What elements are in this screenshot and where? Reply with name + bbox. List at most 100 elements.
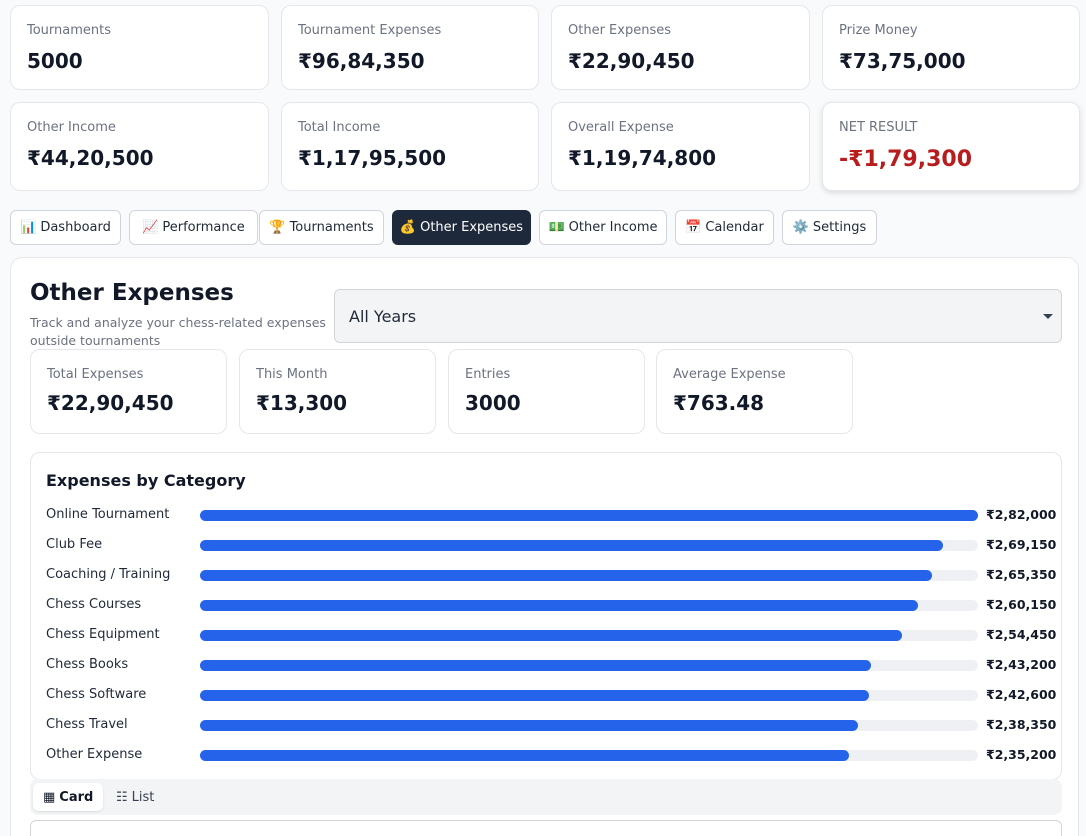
- banknote-icon: 💵: [548, 220, 565, 235]
- tournament-expenses-label: Tournament Expenses: [298, 23, 442, 38]
- prize-money-label: Prize Money: [839, 23, 918, 38]
- tab-label: Other Expenses: [420, 220, 524, 235]
- category-name: Chess Equipment: [46, 627, 160, 642]
- other-expenses-label: Other Expenses: [568, 23, 671, 38]
- category-bar: [200, 540, 943, 551]
- other-expenses-value: ₹22,90,450: [568, 49, 695, 73]
- total-expenses-label: Total Expenses: [47, 367, 144, 382]
- category-bar-track: [200, 660, 978, 671]
- total-expenses-value: ₹22,90,450: [47, 391, 174, 415]
- category-bar-track: [200, 720, 978, 731]
- category-row: Chess Books ₹2,43,200: [46, 655, 1056, 675]
- other-income-label: Other Income: [27, 120, 116, 135]
- tab-tournaments[interactable]: 🏆 Tournaments: [259, 210, 384, 245]
- category-row: Online Tournament ₹2,82,000: [46, 505, 1056, 525]
- overall-expense-label: Overall Expense: [568, 120, 674, 135]
- money-bag-icon: 💰: [399, 220, 417, 235]
- chevron-down-icon: [1043, 314, 1053, 319]
- category-name: Chess Courses: [46, 597, 142, 612]
- list-view-label: List: [131, 789, 155, 805]
- list-view-button[interactable]: ☷ List: [106, 783, 164, 811]
- average-expense-card: Average Expense ₹763.48: [656, 349, 853, 434]
- other-expenses-panel: Other Expenses Track and analyze your ch…: [10, 257, 1079, 836]
- calendar-icon: 📅: [685, 220, 702, 235]
- category-amount: ₹2,60,150: [986, 597, 1057, 612]
- entries-label: Entries: [465, 367, 511, 382]
- category-name: Chess Travel: [46, 717, 128, 732]
- category-name: Chess Software: [46, 687, 147, 702]
- category-amount: ₹2,35,200: [986, 747, 1057, 762]
- tab-label: Calendar: [705, 220, 764, 235]
- category-bar-track: [200, 510, 978, 521]
- total-income-card: Total Income ₹1,17,95,500: [281, 102, 539, 191]
- category-amount: ₹2,43,200: [986, 657, 1057, 672]
- category-bar-track: [200, 600, 978, 611]
- total-income-value: ₹1,17,95,500: [298, 146, 447, 170]
- category-bar-track: [200, 570, 978, 581]
- entries-card: Entries 3000: [448, 349, 645, 434]
- tab-calendar[interactable]: 📅 Calendar: [675, 210, 774, 245]
- tab-label: Settings: [812, 220, 867, 235]
- grid-icon: ▦: [43, 789, 56, 805]
- tab-label: Tournaments: [289, 220, 374, 235]
- category-bar-track: [200, 750, 978, 761]
- tab-label: Dashboard: [40, 220, 111, 235]
- category-row: Coaching / Training ₹2,65,350: [46, 565, 1056, 585]
- net-result-value: -₹1,79,300: [839, 147, 972, 172]
- tab-label: Other Income: [568, 220, 658, 235]
- year-filter-select[interactable]: All Years: [334, 289, 1062, 343]
- tab-other-income[interactable]: 💵 Other Income: [539, 210, 667, 245]
- category-amount: ₹2,82,000: [986, 507, 1057, 522]
- bar-chart-icon: 📊: [20, 220, 37, 235]
- category-row: Other Expense ₹2,35,200: [46, 745, 1056, 765]
- overall-expense-value: ₹1,19,74,800: [568, 146, 717, 170]
- net-result-card: NET RESULT -₹1,79,300: [822, 102, 1080, 191]
- category-bar: [200, 690, 870, 701]
- category-row: Chess Software ₹2,42,600: [46, 685, 1056, 705]
- gear-icon: ⚙️: [792, 220, 809, 235]
- tournaments-card: Tournaments 5000: [10, 5, 269, 90]
- expense-search-box[interactable]: [30, 820, 1062, 836]
- category-bar: [200, 510, 978, 521]
- category-bar-track: [200, 690, 978, 701]
- this-month-value: ₹13,300: [256, 391, 348, 415]
- card-view-button[interactable]: ▦ Card: [33, 783, 104, 811]
- category-amount: ₹2,42,600: [986, 687, 1057, 702]
- category-row: Chess Travel ₹2,38,350: [46, 715, 1056, 735]
- this-month-card: This Month ₹13,300: [239, 349, 436, 434]
- other-income-card: Other Income ₹44,20,500: [10, 102, 269, 191]
- category-bar: [200, 750, 849, 761]
- tab-dashboard[interactable]: 📊 Dashboard: [10, 210, 121, 245]
- category-section-title: Expenses by Category: [46, 471, 246, 490]
- tab-settings[interactable]: ⚙️ Settings: [782, 210, 877, 245]
- tab-other-expenses[interactable]: 💰 Other Expenses: [392, 210, 531, 245]
- tab-label: Performance: [162, 220, 245, 235]
- category-name: Coaching / Training: [46, 567, 171, 582]
- expenses-by-category: Expenses by Category Online Tournament ₹2…: [30, 452, 1062, 780]
- overall-expense-card: Overall Expense ₹1,19,74,800: [551, 102, 810, 191]
- view-toggle: ▦ Card ☷ List: [30, 779, 1062, 815]
- card-view-label: Card: [59, 789, 94, 805]
- category-amount: ₹2,69,150: [986, 537, 1057, 552]
- category-name: Chess Books: [46, 657, 129, 672]
- entries-value: 3000: [465, 391, 521, 415]
- category-bar: [200, 600, 918, 611]
- category-row: Club Fee ₹2,69,150: [46, 535, 1056, 555]
- tournament-expenses-card: Tournament Expenses ₹96,84,350: [281, 5, 539, 90]
- category-amount: ₹2,54,450: [986, 627, 1057, 642]
- category-row: Chess Equipment ₹2,54,450: [46, 625, 1056, 645]
- category-bar-track: [200, 630, 978, 641]
- average-expense-value: ₹763.48: [673, 391, 765, 415]
- prize-money-card: Prize Money ₹73,75,000: [822, 5, 1080, 90]
- tournaments-value: 5000: [27, 49, 83, 73]
- category-row: Chess Courses ₹2,60,150: [46, 595, 1056, 615]
- tournaments-label: Tournaments: [27, 23, 112, 38]
- tab-performance[interactable]: 📈 Performance: [129, 210, 258, 245]
- this-month-label: This Month: [256, 367, 328, 382]
- category-name: Club Fee: [46, 537, 103, 552]
- other-income-value: ₹44,20,500: [27, 146, 154, 170]
- list-icon: ☷: [116, 789, 128, 805]
- average-expense-label: Average Expense: [673, 367, 786, 382]
- prize-money-value: ₹73,75,000: [839, 49, 966, 73]
- category-bar: [200, 720, 858, 731]
